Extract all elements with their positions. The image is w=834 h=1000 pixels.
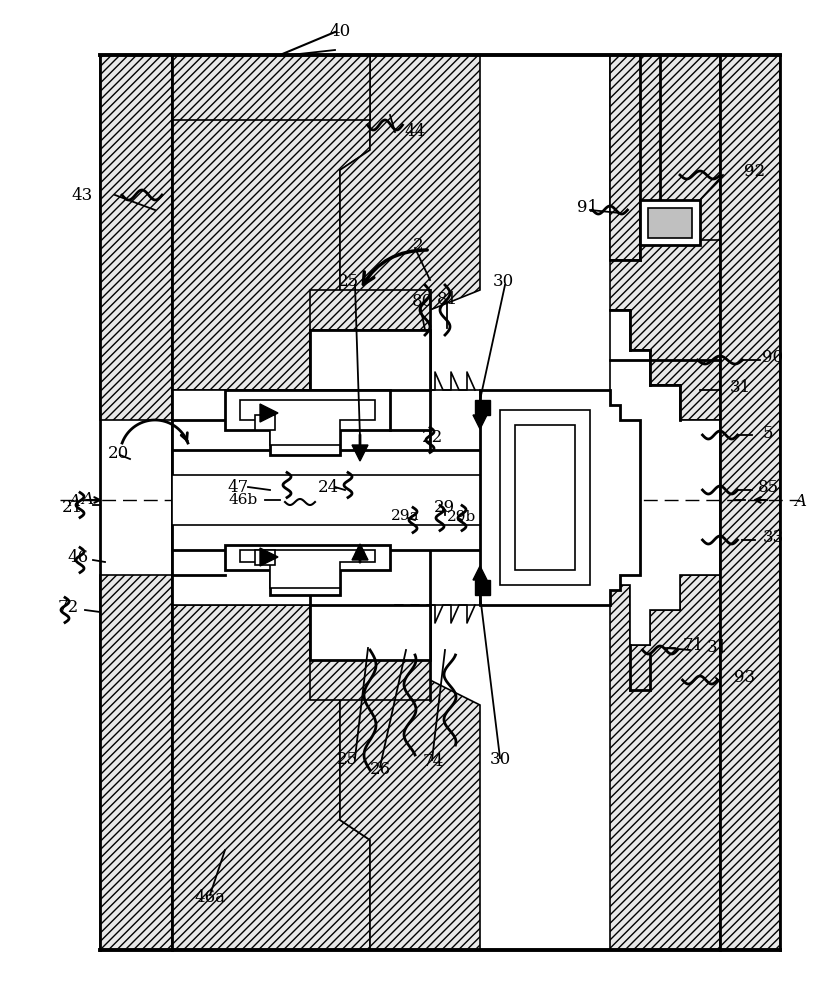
Text: 31: 31 <box>730 379 751 396</box>
Text: 91: 91 <box>577 200 599 217</box>
Text: 46b: 46b <box>229 493 258 507</box>
Text: 44: 44 <box>404 123 425 140</box>
Polygon shape <box>310 290 430 330</box>
Text: 25: 25 <box>336 752 358 768</box>
Text: 93: 93 <box>735 670 756 686</box>
Polygon shape <box>172 55 370 390</box>
Polygon shape <box>648 208 692 238</box>
Text: 80: 80 <box>412 294 434 310</box>
Text: 20: 20 <box>108 444 128 462</box>
Polygon shape <box>172 55 370 120</box>
Polygon shape <box>225 545 390 595</box>
Polygon shape <box>310 55 480 390</box>
Polygon shape <box>475 400 490 415</box>
Polygon shape <box>100 575 172 950</box>
Polygon shape <box>260 404 278 422</box>
Polygon shape <box>515 425 575 570</box>
Text: 90: 90 <box>762 350 784 366</box>
Text: 47: 47 <box>228 480 249 496</box>
Text: 40: 40 <box>329 23 350 40</box>
Text: A: A <box>794 493 806 510</box>
Text: 2: 2 <box>413 236 424 253</box>
Polygon shape <box>473 566 487 580</box>
Polygon shape <box>610 55 720 420</box>
Polygon shape <box>310 605 430 660</box>
Polygon shape <box>225 390 390 455</box>
Polygon shape <box>500 410 590 585</box>
Text: 26: 26 <box>369 762 390 778</box>
Text: 81: 81 <box>437 290 459 308</box>
Text: 30: 30 <box>492 273 514 290</box>
Text: 22: 22 <box>421 430 443 446</box>
Polygon shape <box>100 55 172 420</box>
Polygon shape <box>172 450 560 550</box>
Polygon shape <box>475 580 490 595</box>
Text: 29a: 29a <box>391 509 420 523</box>
Text: 74: 74 <box>422 754 444 770</box>
Text: 71: 71 <box>682 637 704 654</box>
Text: 21: 21 <box>62 498 83 516</box>
Polygon shape <box>255 415 275 430</box>
Text: 24: 24 <box>318 480 339 496</box>
Polygon shape <box>610 55 720 260</box>
Text: A: A <box>68 493 80 510</box>
Polygon shape <box>640 200 700 245</box>
Text: 25: 25 <box>338 273 359 290</box>
Text: 33: 33 <box>762 530 784 546</box>
Text: 92: 92 <box>745 163 766 180</box>
Text: 29b: 29b <box>447 510 476 524</box>
Polygon shape <box>172 605 370 950</box>
Text: 72: 72 <box>58 599 78 616</box>
Text: 29: 29 <box>434 498 455 516</box>
Polygon shape <box>172 475 560 525</box>
Polygon shape <box>352 544 368 560</box>
Polygon shape <box>260 548 278 566</box>
Text: A: A <box>81 491 93 508</box>
Polygon shape <box>240 400 375 445</box>
Text: 31: 31 <box>706 640 727 656</box>
Text: 46: 46 <box>68 550 88 566</box>
Text: 46a: 46a <box>194 890 225 906</box>
Polygon shape <box>473 415 487 429</box>
Polygon shape <box>310 330 430 390</box>
Text: 30: 30 <box>490 752 510 768</box>
Polygon shape <box>255 550 275 565</box>
Polygon shape <box>610 575 720 950</box>
Polygon shape <box>172 310 720 660</box>
Polygon shape <box>240 550 375 588</box>
Text: 43: 43 <box>72 186 93 204</box>
Text: 85: 85 <box>757 480 779 496</box>
Polygon shape <box>480 390 640 605</box>
Polygon shape <box>310 660 430 700</box>
Polygon shape <box>310 605 480 950</box>
Polygon shape <box>352 445 368 461</box>
Text: 5: 5 <box>763 424 773 442</box>
Polygon shape <box>720 55 780 950</box>
